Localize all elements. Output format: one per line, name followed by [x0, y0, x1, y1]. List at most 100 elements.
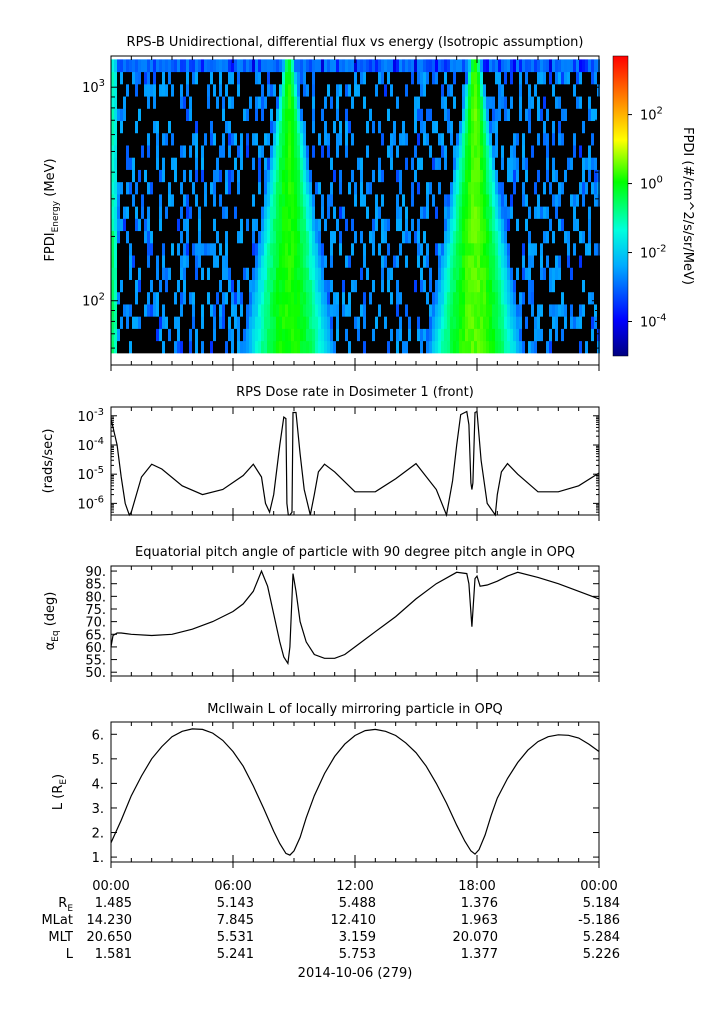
heatmap-cell — [228, 144, 231, 158]
heatmap-cell — [582, 340, 585, 354]
heatmap-cell — [177, 193, 180, 207]
heatmap-cell — [228, 132, 231, 146]
heatmap-cell — [129, 291, 132, 305]
heatmap-cell — [582, 71, 585, 85]
heatmap-cell — [546, 340, 549, 354]
heatmap-cell — [543, 218, 546, 232]
heatmap-cell — [369, 157, 372, 170]
heatmap-cell — [228, 206, 231, 219]
heatmap-cell — [123, 279, 126, 293]
heatmap-cell — [468, 303, 471, 317]
heatmap-cell — [279, 267, 282, 280]
heatmap-cell — [177, 144, 180, 158]
heatmap-cell — [153, 328, 156, 342]
heatmap-cell — [111, 120, 114, 134]
heatmap-cell — [498, 96, 501, 109]
heatmap-cell — [594, 206, 597, 219]
heatmap-cell — [360, 71, 363, 85]
heatmap-cell — [324, 169, 327, 183]
heatmap-cell — [357, 193, 360, 207]
heatmap-cell — [174, 303, 177, 317]
pitch-angle-y-tick-label: 65. — [85, 628, 106, 643]
heatmap-cell — [384, 279, 387, 293]
heatmap-cell — [120, 120, 123, 134]
heatmap-cell — [132, 181, 135, 195]
heatmap-cell — [591, 71, 594, 85]
heatmap-cell — [531, 71, 534, 85]
heatmap-cell — [582, 59, 585, 73]
heatmap-cell — [441, 59, 444, 73]
heatmap-cell — [516, 340, 519, 354]
heatmap-cell — [576, 132, 579, 146]
heatmap-cell — [222, 279, 225, 293]
heatmap-cell — [501, 157, 504, 170]
heatmap-cell — [219, 255, 222, 268]
heatmap-cell — [372, 218, 375, 232]
heatmap-cell — [381, 242, 384, 256]
heatmap-cell — [417, 132, 420, 146]
heatmap-cell — [297, 96, 300, 109]
heatmap-cell — [585, 71, 588, 85]
heatmap-cell — [336, 193, 339, 207]
heatmap-cell — [483, 108, 486, 122]
heatmap-cell — [267, 279, 270, 293]
time-tick-label: 00:00 — [580, 879, 617, 894]
heatmap-cell — [432, 169, 435, 183]
heatmap-cell — [240, 267, 243, 280]
heatmap-cell — [510, 328, 513, 342]
heatmap-cell — [525, 71, 528, 85]
heatmap-cell — [192, 181, 195, 195]
heatmap-cell — [111, 157, 114, 170]
heatmap-cell — [498, 181, 501, 195]
heatmap-cell — [534, 340, 537, 354]
heatmap-cell — [345, 132, 348, 146]
heatmap-cell — [525, 279, 528, 293]
heatmap-cell — [342, 157, 345, 170]
heatmap-cell — [576, 267, 579, 280]
heatmap-cell — [357, 181, 360, 195]
heatmap-cell — [168, 132, 171, 146]
heatmap-cell — [354, 255, 357, 268]
heatmap-cell — [144, 303, 147, 317]
ephemeris-row-label-sub: E — [67, 904, 73, 914]
heatmap-cell — [570, 206, 573, 219]
heatmap-cell — [117, 279, 120, 293]
heatmap-cell — [552, 316, 555, 329]
heatmap-cell — [462, 71, 465, 85]
heatmap-cell — [345, 83, 348, 97]
heatmap-cell — [429, 157, 432, 170]
heatmap-cell — [216, 279, 219, 293]
heatmap-cell — [594, 157, 597, 170]
heatmap-cell — [426, 120, 429, 134]
heatmap-cell — [231, 316, 234, 329]
heatmap-cell — [375, 267, 378, 280]
heatmap-cell — [372, 193, 375, 207]
heatmap-cell — [243, 71, 246, 85]
heatmap-cell — [342, 230, 345, 244]
heatmap-cell — [231, 193, 234, 207]
heatmap-cell — [447, 144, 450, 158]
heatmap-cell — [150, 242, 153, 256]
heatmap-cell — [234, 255, 237, 268]
heatmap-cell — [537, 120, 540, 134]
heatmap-cell — [144, 144, 147, 158]
heatmap-cell — [483, 316, 486, 329]
heatmap-cell — [555, 291, 558, 305]
heatmap-cell — [486, 132, 489, 146]
heatmap-cell — [381, 267, 384, 280]
heatmap-cell — [474, 71, 477, 85]
heatmap-cell — [375, 279, 378, 293]
heatmap-cell — [306, 206, 309, 219]
heatmap-cell — [192, 59, 195, 73]
heatmap-cell — [114, 340, 117, 354]
spectrogram-y-tick-label: 102 — [82, 292, 105, 310]
heatmap-cell — [552, 242, 555, 256]
ephemeris-value: 1.376 — [461, 896, 498, 911]
heatmap-cell — [210, 316, 213, 329]
heatmap-cell — [201, 96, 204, 109]
heatmap-cell — [447, 181, 450, 195]
heatmap-cell — [465, 132, 468, 146]
heatmap-cell — [378, 255, 381, 268]
heatmap-cell — [393, 340, 396, 354]
heatmap-cell — [576, 193, 579, 207]
